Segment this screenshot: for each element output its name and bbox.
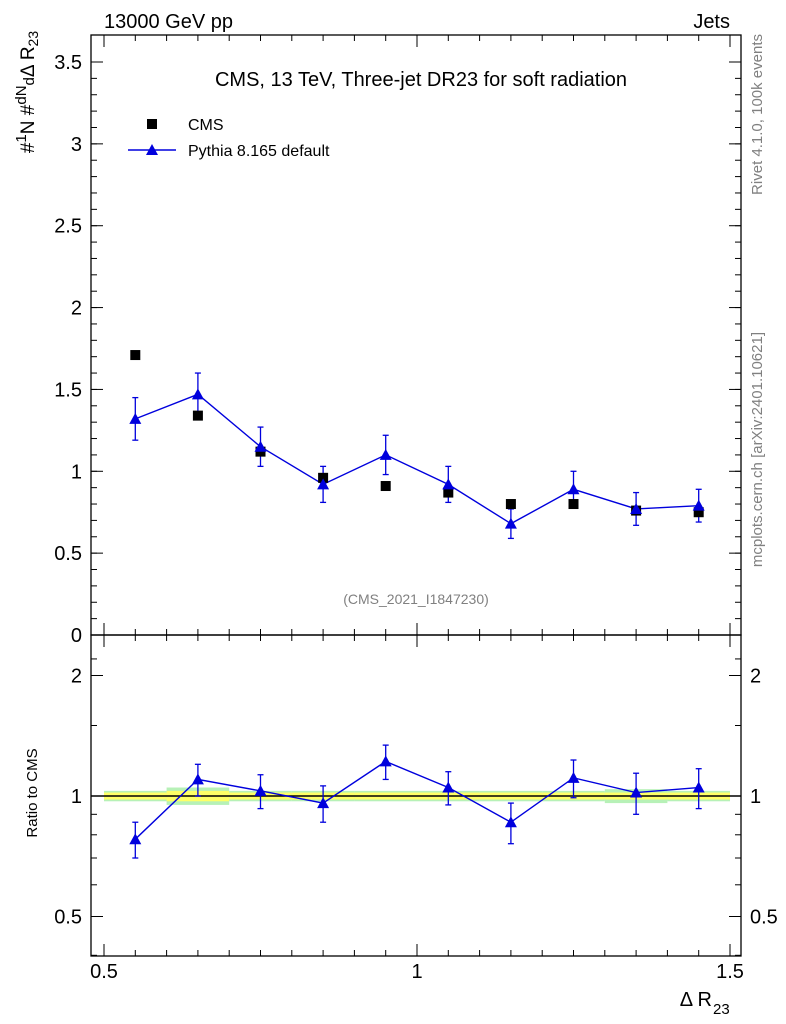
ratio-point (692, 781, 705, 793)
pythia-point (567, 483, 580, 495)
ratio-line (134, 760, 699, 840)
ratio-point (129, 833, 142, 845)
chart-title: CMS, 13 TeV, Three-jet DR23 for soft rad… (215, 69, 627, 91)
analysis-id: (CMS_2021_I1847230) (343, 591, 489, 607)
legend-marker-pythia (146, 144, 158, 155)
rivet-label: Rivet 4.1.0, 100k events (749, 34, 766, 195)
ratio-point (567, 771, 580, 783)
cms-point (130, 350, 141, 361)
cms-point (568, 499, 579, 510)
ratio-panel: 0.5 0.5 1 1 2 2 0.5 1 1.5 Ratio to CMS (24, 634, 778, 983)
pythia-line (135, 393, 699, 525)
xtick-label: 1.5 (716, 961, 744, 983)
xtick-label: 0.5 (90, 961, 118, 983)
legend-label-pythia: Pythia 8.165 default (188, 143, 330, 160)
pythia-point (317, 478, 330, 490)
pythia-point (442, 478, 455, 490)
svg-text:#1N #dNdΔ R23: #1N #dNdΔ R23 (13, 31, 41, 153)
main-ytick-label: 2.5 (54, 216, 82, 238)
ratio-ytick-label-right: 1 (750, 786, 761, 808)
pythia-point (379, 448, 392, 460)
pythia-point (692, 499, 705, 511)
main-ytick-label: 3 (71, 134, 82, 156)
pythia-point (254, 440, 267, 452)
pythia-point (504, 517, 517, 529)
ratio-point (504, 816, 517, 828)
main-ytick-label: 0 (71, 625, 82, 647)
ratio-ylabel: Ratio to CMS (24, 748, 41, 837)
main-series-layer (129, 350, 705, 540)
legend: CMS Pythia 8.165 default (128, 117, 330, 160)
cms-point (443, 487, 454, 498)
x-axis-label: Δ R 23 (680, 989, 730, 1018)
legend-label-cms: CMS (188, 117, 224, 134)
ratio-point (379, 755, 392, 767)
ratio-ytick-label-left: 2 (71, 666, 82, 688)
ratio-point (254, 784, 267, 796)
ratio-ytick-label-left: 1 (71, 786, 82, 808)
main-ytick-label: 0.5 (54, 543, 82, 565)
cms-point (505, 499, 516, 510)
main-ytick-label: 3.5 (54, 52, 82, 74)
main-ylabel: #1N #dNdΔ R23 (13, 31, 41, 153)
header-right: Jets (693, 11, 730, 33)
ratio-point (317, 797, 330, 809)
cms-point (693, 507, 704, 518)
svg-text:Δ R: Δ R (680, 989, 712, 1011)
pythia-point (191, 388, 204, 400)
ratio-ticks: 0.5 0.5 1 1 2 2 0.5 1 1.5 (54, 635, 778, 983)
main-ytick-label: 2 (71, 298, 82, 320)
main-ytick-label: 1 (71, 461, 82, 483)
ratio-point (442, 781, 455, 793)
legend-marker-cms (147, 119, 157, 129)
pythia-point (129, 412, 142, 424)
ratio-ytick-label-right: 2 (750, 666, 761, 688)
ratio-point (630, 786, 643, 798)
x-axis-label-sub: 23 (713, 1001, 730, 1018)
cms-point (192, 410, 203, 421)
ratio-ytick-label-left: 0.5 (54, 907, 82, 929)
header-left: 13000 GeV pp (104, 11, 233, 33)
main-panel: 0 0.5 1 1.5 2 2.5 3 3.5 CMS, 13 TeV, Three-jet … (13, 31, 742, 647)
mcplots-label: mcplots.cern.ch [arXiv:2401.10621] (749, 332, 766, 567)
ratio-frame (90, 634, 742, 957)
xtick-label: 1 (411, 961, 422, 983)
ratio-ytick-label-right: 0.5 (750, 907, 778, 929)
ratio-point (191, 773, 204, 785)
x-axis-label-main: Δ R (680, 989, 712, 1011)
ratio-series-layer (129, 744, 705, 859)
cms-point (318, 472, 329, 483)
pythia-point (630, 502, 643, 514)
main-ytick-label: 1.5 (54, 379, 82, 401)
main-ticks: 0 0.5 1 1.5 2 2.5 3 3.5 (54, 35, 741, 647)
cms-point (380, 481, 391, 492)
